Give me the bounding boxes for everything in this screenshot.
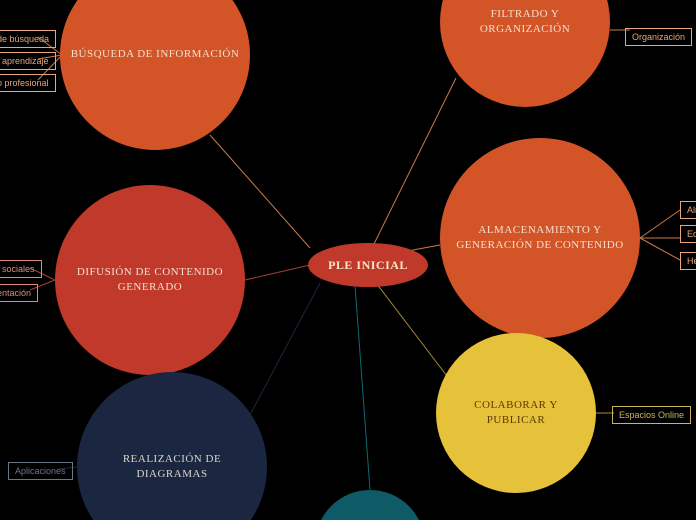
node-colaborar[interactable]: COLABORAR Y PUBLICAR <box>436 333 596 493</box>
node-label: FILTRADO Y ORGANIZACIÓN <box>450 7 600 38</box>
node-label: COLABORAR Y PUBLICAR <box>446 398 586 429</box>
edge <box>250 283 320 415</box>
tag[interactable]: Organización <box>625 28 692 46</box>
node-busqueda[interactable]: BÚSQUEDA DE INFORMACIÓN <box>60 0 250 150</box>
tag[interactable]: de búsqueda <box>0 30 56 48</box>
edge <box>245 265 310 280</box>
center-node[interactable]: PLE INICIAL <box>308 243 428 287</box>
tag[interactable]: aprendizaje <box>0 52 56 70</box>
tag[interactable]: o profesional <box>0 74 56 92</box>
tag[interactable]: Edición d <box>680 225 696 243</box>
node-label: REALIZACIÓN DE DIAGRAMAS <box>87 452 257 483</box>
node-label: BÚSQUEDA DE INFORMACIÓN <box>71 47 240 62</box>
tag[interactable]: Aplicaciones <box>8 462 73 480</box>
edge <box>640 210 680 238</box>
node-label: DIFUSIÓN DE CONTENIDO GENERADO <box>65 265 235 296</box>
node-diagramas[interactable]: REALIZACIÓN DE DIAGRAMAS <box>77 372 267 520</box>
tag[interactable]: sociales <box>0 260 42 278</box>
node-filtrado[interactable]: FILTRADO Y ORGANIZACIÓN <box>440 0 610 107</box>
tag[interactable]: Almacena <box>680 201 696 219</box>
tag[interactable]: Herrami <box>680 252 696 270</box>
edge <box>640 238 680 260</box>
tag[interactable]: Espacios Online <box>612 406 691 424</box>
tag[interactable]: entación <box>0 284 38 302</box>
node-difusion[interactable]: DIFUSIÓN DE CONTENIDO GENERADO <box>55 185 245 375</box>
mindmap-canvas: BÚSQUEDA DE INFORMACIÓN FILTRADO Y ORGANI… <box>0 0 696 520</box>
edge <box>355 285 370 490</box>
node-almacenamiento[interactable]: ALMACENAMIENTO Y GENERACIÓN DE CONTENIDO <box>440 138 640 338</box>
edge <box>370 275 450 380</box>
center-label: PLE INICIAL <box>328 257 408 274</box>
node-label: ALMACENAMIENTO Y GENERACIÓN DE CONTENIDO <box>450 223 630 254</box>
node-extra[interactable] <box>315 490 425 520</box>
